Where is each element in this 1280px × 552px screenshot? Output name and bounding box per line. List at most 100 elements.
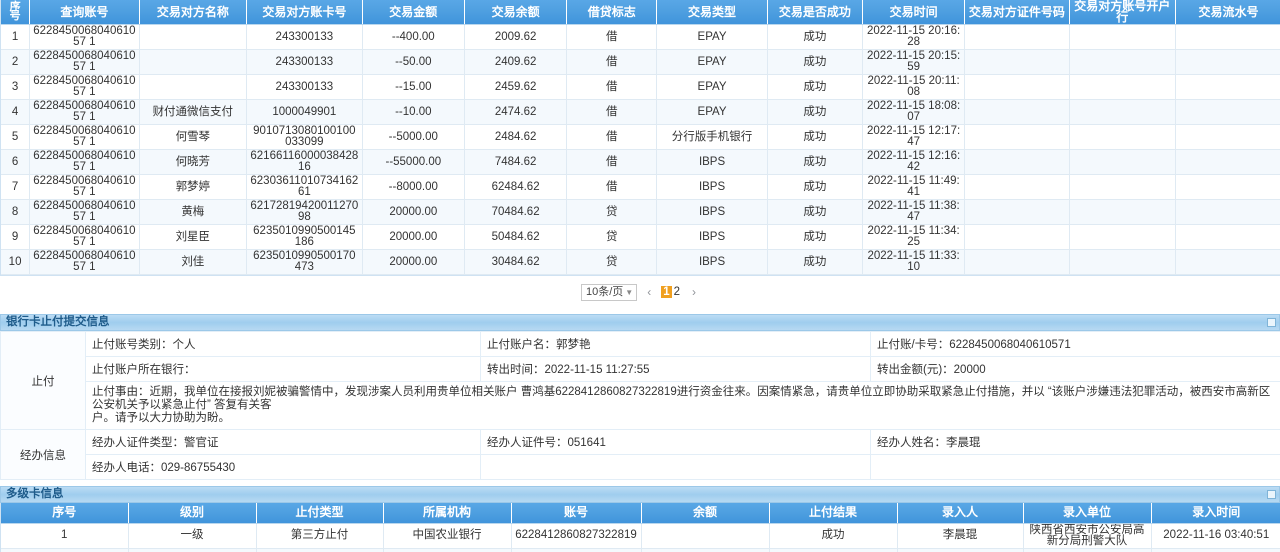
table-row[interactable]: 3 622845006804061057 1 243300133 --15.00 245…	[1, 74, 1280, 100]
cell-trade_time: 2022-11-15 11:49:41	[862, 174, 966, 200]
cell-peer_id	[964, 124, 1070, 150]
cell-seq: 3	[1, 74, 31, 100]
mc-column-header-org[interactable]: 所属机构	[383, 503, 512, 524]
mc-cell-operator: 李晨琨	[897, 523, 1024, 549]
stop-payment-reason-line-2: 户。请予以大力协助为盼。	[92, 412, 230, 424]
cell-seq: 1	[1, 24, 31, 50]
cell-peer_name: 黄梅	[139, 199, 248, 225]
column-header-dc_flag[interactable]: 借贷标志	[566, 0, 658, 25]
mc-column-header-result[interactable]: 止付结果	[769, 503, 898, 524]
handler-id-type: 经办人证件类型：警官证	[85, 429, 481, 455]
stop-account-name: 止付账户名：郭梦艳	[480, 331, 871, 357]
column-header-peer_card[interactable]: 交易对方账卡号	[246, 0, 363, 25]
stop-account-card: 止付账/卡号：6228450068040610571	[870, 331, 1280, 357]
table-row[interactable]: 4 622845006804061057 1 财付通微信支付 1000049901 --…	[1, 99, 1280, 125]
table-row[interactable]: 1 一级 第三方止付 中国农业银行 6228412860827322819 成功 李晨琨 陕西…	[1, 523, 1280, 549]
cell-serial	[1175, 74, 1280, 100]
table-row[interactable]: 5 622845006804061057 1 何雪琴 9010713080100100…	[1, 124, 1280, 150]
stop-payment-panel-title: 银行卡止付提交信息	[0, 314, 1280, 331]
stop-payment-reason-line-1: 止付事由：近期，我单位在接报刘妮被骗警情中，发现涉案人员利用贵单位相关账户 曹鸿…	[92, 386, 1271, 411]
mc-cell-time: 2022-11-16 08:41:56	[1151, 548, 1280, 552]
mc-cell-account: 6228412860827322819	[511, 523, 642, 549]
prev-page-button[interactable]: ‹	[647, 285, 652, 299]
cell-balance: 2409.62	[464, 49, 568, 75]
cell-amount: --50.00	[362, 49, 465, 75]
cell-peer_name: 刘星臣	[139, 224, 248, 250]
cell-balance: 7484.62	[464, 149, 568, 175]
column-header-account[interactable]: 查询账号	[29, 0, 140, 25]
mc-column-header-org_unit[interactable]: 录入单位	[1023, 503, 1152, 524]
cell-peer_card: 6230361101073416261	[246, 174, 363, 200]
column-header-peer_name[interactable]: 交易对方名称	[139, 0, 248, 25]
table-row[interactable]: 2 622845006804061057 1 243300133 --50.00 240…	[1, 49, 1280, 75]
cell-dc_flag: 借	[566, 124, 658, 150]
cell-peer_bank	[1069, 174, 1177, 200]
transfer-amount: 转出金额(元)：20000	[870, 356, 1280, 382]
column-header-seq[interactable]: 序号	[1, 0, 31, 25]
cell-dc_flag: 贷	[566, 249, 658, 275]
handler-row-label: 经办信息	[0, 429, 86, 480]
page-size-select[interactable]: 10条/页 ▼	[580, 283, 638, 301]
table-row[interactable]: 8 622845006804061057 1 黄梅 62172819420011270…	[1, 199, 1280, 225]
cell-peer_card: 6217281942001127098	[246, 199, 363, 225]
cell-amount: --10.00	[362, 99, 465, 125]
cell-dc_flag: 借	[566, 99, 658, 125]
cell-trade_time: 2022-11-15 18:08:07	[862, 99, 966, 125]
cell-peer_name: 郭梦婷	[139, 174, 248, 200]
mc-cell-level: 二级	[128, 548, 257, 552]
column-header-trade_time[interactable]: 交易时间	[862, 0, 966, 25]
column-header-amount[interactable]: 交易金额	[362, 0, 465, 25]
mc-column-header-seq[interactable]: 序号	[1, 503, 129, 524]
handler-id-number: 经办人证件号：051641	[480, 429, 871, 455]
column-header-trade_type[interactable]: 交易类型	[656, 0, 768, 25]
cell-peer_id	[964, 224, 1070, 250]
cell-amount: --5000.00	[362, 124, 465, 150]
mc-column-header-account[interactable]: 账号	[511, 503, 642, 524]
table-row[interactable]: 6 622845006804061057 1 何晓芳 6216611600003842…	[1, 149, 1280, 175]
cell-amount: --55000.00	[362, 149, 465, 175]
column-header-success[interactable]: 交易是否成功	[767, 0, 863, 25]
mc-cell-level: 一级	[128, 523, 257, 549]
cell-peer_id	[964, 49, 1070, 75]
cell-peer_name: 财付通微信支付	[139, 99, 248, 125]
cell-peer_name	[139, 74, 248, 100]
cell-account: 622845006804061057 1	[29, 49, 140, 75]
mc-column-header-level[interactable]: 级别	[128, 503, 257, 524]
mc-cell-time: 2022-11-16 03:40:51	[1151, 523, 1280, 549]
column-header-peer_id[interactable]: 交易对方证件号码	[964, 0, 1070, 25]
mc-column-header-operator[interactable]: 录入人	[897, 503, 1024, 524]
stop-payment-info-table: 止付 止付账号类别：个人 止付账户名：郭梦艳 止付账/卡号：6228450068…	[0, 331, 1280, 480]
table-row[interactable]: 7 622845006804061057 1 郭梦婷 6230361101073416…	[1, 174, 1280, 200]
table-row[interactable]: 10 622845006804061057 1 刘佳 6235010990500170…	[1, 249, 1280, 275]
cell-dc_flag: 借	[566, 49, 658, 75]
cell-dc_flag: 借	[566, 149, 658, 175]
column-header-peer_bank[interactable]: 交易对方账号开户行	[1069, 0, 1177, 25]
cell-account: 622845006804061057 1	[29, 149, 140, 175]
mc-column-header-time[interactable]: 录入时间	[1151, 503, 1280, 524]
cell-trade_type: IBPS	[656, 224, 768, 250]
cell-success: 成功	[767, 24, 863, 50]
column-header-serial[interactable]: 交易流水号	[1175, 0, 1280, 25]
handler-name: 经办人姓名：李晨琨	[870, 429, 1280, 455]
cell-seq: 5	[1, 124, 31, 150]
table-row[interactable]: 9 622845006804061057 1 刘星臣 6235010990500145…	[1, 224, 1280, 250]
cell-success: 成功	[767, 224, 863, 250]
collapse-icon[interactable]	[1267, 318, 1276, 327]
cell-serial	[1175, 149, 1280, 175]
collapse-icon[interactable]	[1267, 490, 1276, 499]
next-page-button[interactable]: ›	[692, 285, 697, 299]
mc-column-header-balance[interactable]: 余额	[641, 503, 770, 524]
page-number-2[interactable]: 2	[673, 286, 681, 298]
mc-column-header-stop_type[interactable]: 止付类型	[256, 503, 384, 524]
table-row[interactable]: 1 622845006804061057 1 243300133 --400.00 20…	[1, 24, 1280, 50]
cell-success: 成功	[767, 74, 863, 100]
column-header-balance[interactable]: 交易余额	[464, 0, 568, 25]
cell-dc_flag: 贷	[566, 199, 658, 225]
cell-balance: 2009.62	[464, 24, 568, 50]
multi-card-header-row: 序号 级别 止付类型 所属机构 账号 余额 止付结果 录入人 录入单位 录入时间	[1, 503, 1280, 524]
cell-success: 成功	[767, 174, 863, 200]
page-number-1[interactable]: 1	[661, 286, 672, 298]
cell-success: 成功	[767, 249, 863, 275]
